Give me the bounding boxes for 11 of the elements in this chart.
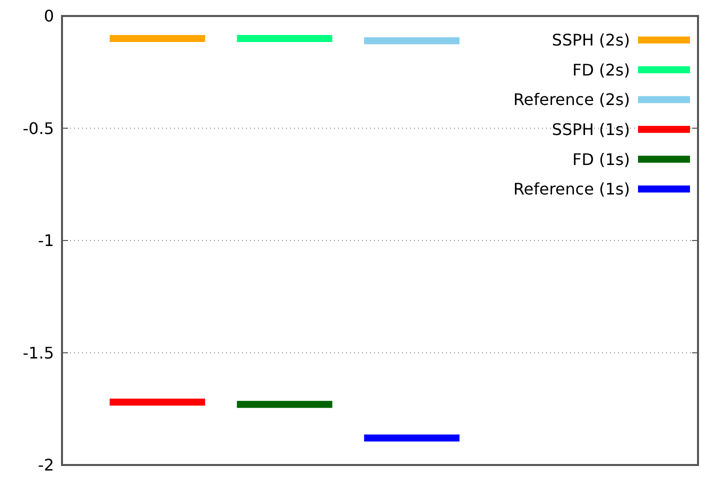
y-tick-label: -1.5	[22, 343, 54, 362]
y-tick-label: 0	[44, 6, 54, 26]
y-tick-label: -1	[38, 231, 54, 250]
legend-label: FD (2s)	[572, 60, 630, 80]
y-tick-label: -0.5	[22, 118, 54, 138]
legend-label: Reference (2s)	[513, 90, 630, 110]
y-tick-label: -2	[38, 456, 54, 475]
legend-label: SSPH (1s)	[552, 120, 630, 139]
legend-label: FD (1s)	[572, 150, 630, 169]
legend-label: Reference (1s)	[513, 180, 630, 199]
legend-label: SSPH (2s)	[552, 30, 630, 50]
